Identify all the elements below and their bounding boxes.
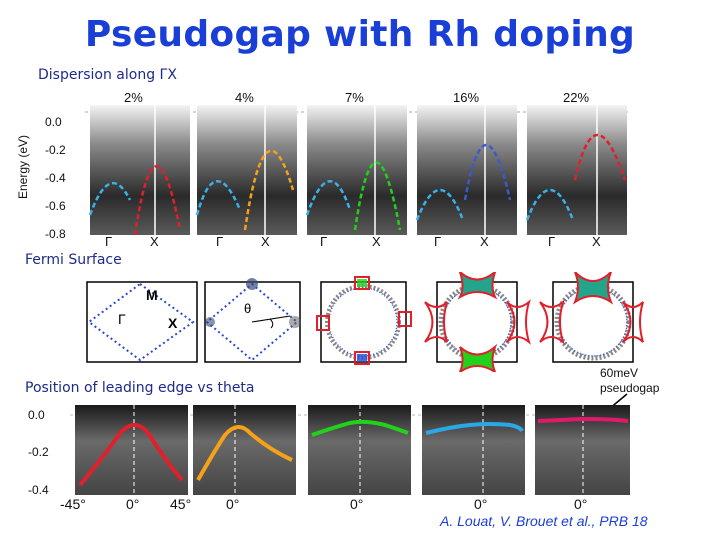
xtick-x-4: X [480, 234, 489, 249]
fs-label-theta: θ [244, 301, 252, 316]
xtick-gamma-3: Γ [320, 234, 328, 249]
fs-panel-5 [539, 272, 644, 363]
le-x-tick-6: 0° [474, 496, 488, 512]
y-tick-3: -0.6 [45, 199, 66, 213]
disp-panel-3 [305, 95, 407, 235]
doping-label-5: 22% [563, 90, 590, 105]
le-x-tick-5: 0° [350, 496, 364, 512]
le-x-tick-1: -45° [60, 496, 86, 512]
disp-panel-1 [88, 95, 190, 236]
fs-panel-3 [316, 276, 412, 365]
le-y-tick-2: -0.4 [28, 483, 49, 497]
y-tick-4: -0.8 [45, 227, 66, 241]
pseudogap-annotation: 60meV pseudogap [600, 366, 659, 396]
xtick-gamma-1: Γ [105, 234, 113, 249]
xtick-x-1: X [150, 234, 159, 249]
le-panel-1 [75, 405, 188, 495]
disp-panel-4 [415, 95, 517, 235]
fermi-surface-panels [86, 272, 644, 372]
doping-label-3: 7% [345, 90, 364, 105]
le-y-tick-1: -0.2 [28, 445, 49, 459]
xtick-gamma-5: Γ [548, 234, 556, 249]
fs-label-gamma: Γ [118, 311, 126, 327]
y-axis-label: Energy (eV) [16, 134, 30, 200]
y-tick-0: 0.0 [45, 115, 62, 129]
fs-label-m: M [146, 287, 158, 303]
citation: A. Louat, V. Brouet et al., PRB 18 [440, 513, 648, 529]
fs-panel-2 [204, 278, 301, 363]
doping-label-2: 4% [235, 90, 254, 105]
xtick-x-5: X [592, 234, 601, 249]
disp-panel-5 [525, 95, 627, 235]
y-tick-1: -0.2 [45, 143, 66, 157]
le-x-tick-3: 45° [170, 496, 192, 512]
le-panel-2 [193, 405, 296, 495]
fs-panel-4 [424, 272, 531, 372]
dispersion-panels [85, 95, 630, 236]
page-title: Pseudogap with Rh doping [84, 14, 636, 55]
le-x-tick-2: 0° [126, 496, 140, 512]
xtick-x-2: X [261, 234, 270, 249]
y-axis-label-container: Energy (eV) [8, 115, 38, 225]
leading-edge-panels [70, 405, 630, 495]
doping-label-4: 16% [453, 90, 480, 105]
dispersion-label: Dispersion along ΓX [38, 67, 177, 83]
pseudogap-text: pseudogap [600, 381, 660, 395]
pseudogap-value: 60meV [600, 366, 639, 380]
le-x-tick-4: 0° [226, 496, 240, 512]
le-y-tick-0: 0.0 [28, 408, 45, 422]
y-tick-2: -0.4 [45, 171, 66, 185]
leading-edge-label: Position of leading edge vs theta [25, 380, 255, 396]
doping-label-1: 2% [124, 90, 143, 105]
le-panel-3 [308, 405, 411, 495]
le-x-tick-7: 0° [574, 496, 588, 512]
fs-label-x: X [168, 315, 178, 331]
disp-panel-2 [195, 95, 297, 235]
fs-panel-1 [86, 281, 198, 363]
xtick-gamma-2: Γ [216, 234, 224, 249]
xtick-x-3: X [372, 234, 381, 249]
fermi-surface-label: Fermi Surface [25, 252, 122, 268]
xtick-gamma-4: Γ [434, 234, 442, 249]
le-panel-5 [535, 405, 630, 495]
le-panel-4 [422, 405, 525, 495]
